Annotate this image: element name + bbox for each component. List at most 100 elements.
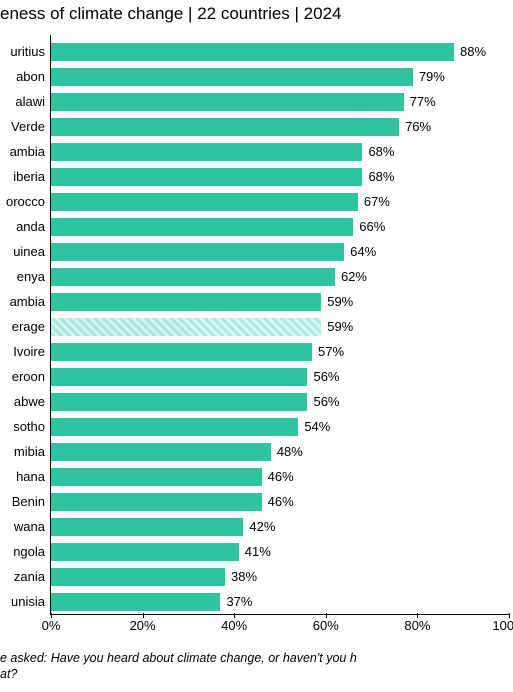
data-bar [51, 418, 298, 436]
category-label: alawi [15, 93, 45, 111]
x-tick-mark [51, 613, 52, 618]
x-tick-mark [326, 613, 327, 618]
x-tick-mark [143, 613, 144, 618]
x-tick-mark [417, 613, 418, 618]
value-label: 56% [313, 368, 339, 386]
value-label: 54% [304, 418, 330, 436]
bar-row: orocco67% [51, 193, 510, 211]
value-label: 62% [341, 268, 367, 286]
category-label: ambia [10, 293, 45, 311]
data-bar [51, 143, 362, 161]
data-bar [51, 593, 220, 611]
bar-row: enya62% [51, 268, 510, 286]
bar-row: uinea64% [51, 243, 510, 261]
footnote-line2: at? [0, 667, 17, 681]
x-tick-label: 100% [489, 615, 513, 637]
value-label: 68% [368, 168, 394, 186]
bar-row: anda66% [51, 218, 510, 236]
chart-title: eness of climate change | 22 countries |… [0, 4, 342, 24]
bar-row: hana46% [51, 468, 510, 486]
data-bar [51, 393, 307, 411]
bar-row: zania38% [51, 568, 510, 586]
bar-row: ngola41% [51, 543, 510, 561]
bar-row: wana42% [51, 518, 510, 536]
value-label: 64% [350, 243, 376, 261]
value-label: 59% [327, 318, 353, 336]
value-label: 77% [410, 93, 436, 111]
data-bar [51, 293, 321, 311]
x-tick-label: 0% [31, 615, 71, 637]
data-bar [51, 493, 262, 511]
data-bar [51, 443, 271, 461]
value-label: 88% [460, 43, 486, 61]
bar-row: Ivoire57% [51, 343, 510, 361]
category-label: zania [14, 568, 45, 586]
bar-row: iberia68% [51, 168, 510, 186]
data-bar [51, 193, 358, 211]
value-label: 67% [364, 193, 390, 211]
data-bar [51, 243, 344, 261]
category-label: eroon [12, 368, 45, 386]
data-bar [51, 68, 413, 86]
value-label: 56% [313, 393, 339, 411]
x-tick-label: 60% [306, 615, 346, 637]
data-bar [51, 43, 454, 61]
category-label: Ivoire [13, 343, 45, 361]
data-bar [51, 468, 262, 486]
category-label: hana [16, 468, 45, 486]
bar-row: Verde76% [51, 118, 510, 136]
x-tick-label: 40% [214, 615, 254, 637]
value-label: 42% [249, 518, 275, 536]
bar-row: sotho54% [51, 418, 510, 436]
data-bar [51, 368, 307, 386]
data-bar [51, 343, 312, 361]
category-label: wana [14, 518, 45, 536]
value-label: 46% [268, 493, 294, 511]
value-label: 46% [268, 468, 294, 486]
category-label: Benin [12, 493, 45, 511]
category-label: unisia [11, 593, 45, 611]
bar-row: uritius88% [51, 43, 510, 61]
data-bar [51, 518, 243, 536]
value-label: 57% [318, 343, 344, 361]
category-label: abon [16, 68, 45, 86]
category-label: uritius [10, 43, 45, 61]
category-label: anda [16, 218, 45, 236]
data-bar [51, 268, 335, 286]
category-label: Verde [11, 118, 45, 136]
data-bar [51, 568, 225, 586]
data-bar [51, 93, 404, 111]
value-label: 37% [226, 593, 252, 611]
category-label: abwe [14, 393, 45, 411]
x-tick-label: 20% [123, 615, 163, 637]
footnote: e asked: Have you heard about climate ch… [0, 650, 513, 683]
plot-area: uritius88%abon79%alawi77%Verde76%ambia68… [50, 35, 510, 615]
category-label: uinea [13, 243, 45, 261]
data-bar [51, 118, 399, 136]
category-label: orocco [6, 193, 45, 211]
value-label: 41% [245, 543, 271, 561]
category-label: erage [12, 318, 45, 336]
value-label: 59% [327, 293, 353, 311]
category-label: iberia [13, 168, 45, 186]
bar-row: erage59% [51, 318, 510, 336]
bar-row: abwe56% [51, 393, 510, 411]
value-label: 48% [277, 443, 303, 461]
x-tick-mark [509, 613, 510, 618]
value-label: 76% [405, 118, 431, 136]
x-tick-mark [234, 613, 235, 618]
footnote-line1: e asked: Have you heard about climate ch… [0, 651, 357, 665]
avg-bar [51, 318, 321, 336]
value-label: 79% [419, 68, 445, 86]
bar-row: unisia37% [51, 593, 510, 611]
bar-row: ambia59% [51, 293, 510, 311]
bar-row: eroon56% [51, 368, 510, 386]
category-label: ngola [13, 543, 45, 561]
bar-row: abon79% [51, 68, 510, 86]
category-label: ambia [10, 143, 45, 161]
value-label: 66% [359, 218, 385, 236]
bar-row: ambia68% [51, 143, 510, 161]
bar-row: mibia48% [51, 443, 510, 461]
data-bar [51, 168, 362, 186]
data-bar [51, 543, 239, 561]
